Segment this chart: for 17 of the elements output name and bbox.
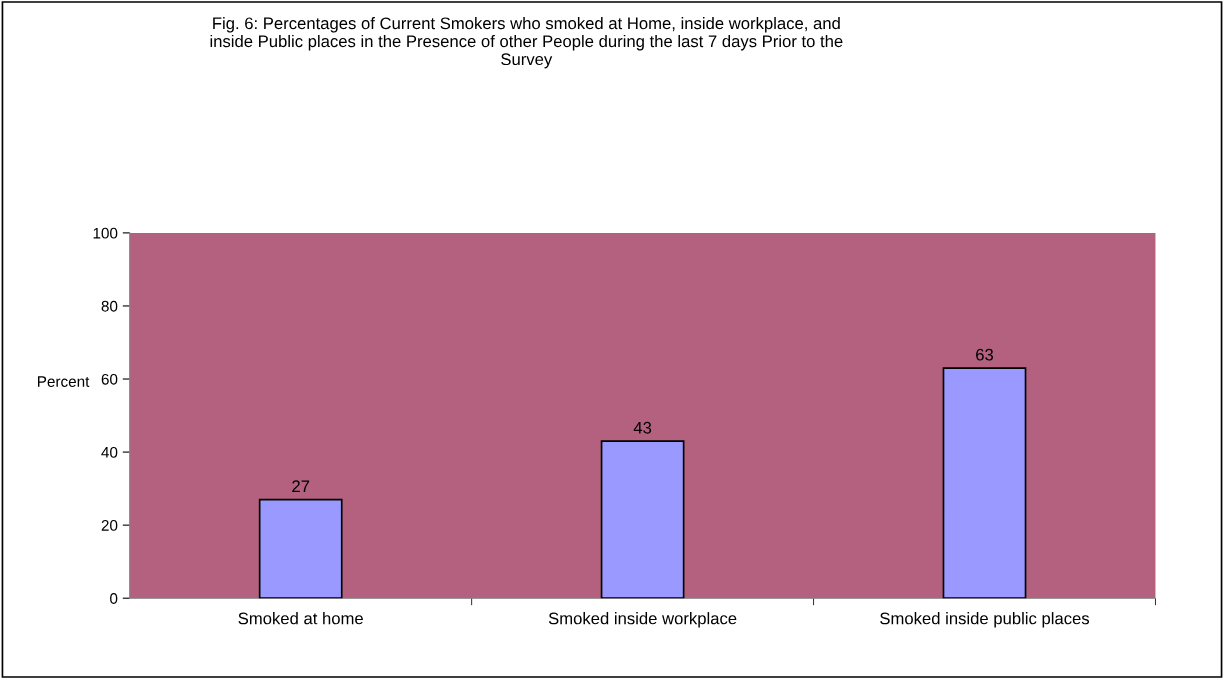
chart-title: Fig. 6: Percentages of Current Smokers who smoked at Home, inside workplace, and inside Public places in the Presence of other People during the last 7 days Prior to the Survey	[210, 16, 843, 69]
x-tick-label: Smoked inside workplace	[548, 612, 737, 628]
y-tick-label: 20	[101, 520, 118, 531]
bar	[258, 498, 343, 599]
y-tick-label: 100	[93, 227, 118, 239]
y-tick-label: 0	[110, 593, 118, 604]
bar	[600, 440, 685, 599]
y-tick-label: 60	[101, 373, 118, 385]
y-tick-label: 40	[101, 446, 118, 458]
y-tick-label: 80	[101, 300, 118, 312]
x-tick-label: Smoked at home	[238, 612, 363, 625]
x-tick-label: Smoked inside public places	[880, 612, 1090, 628]
data-label: 63	[976, 348, 994, 361]
data-label: 27	[292, 480, 310, 492]
data-label: 43	[633, 421, 652, 434]
bar	[942, 367, 1027, 599]
y-axis-title: Percent	[38, 376, 90, 387]
